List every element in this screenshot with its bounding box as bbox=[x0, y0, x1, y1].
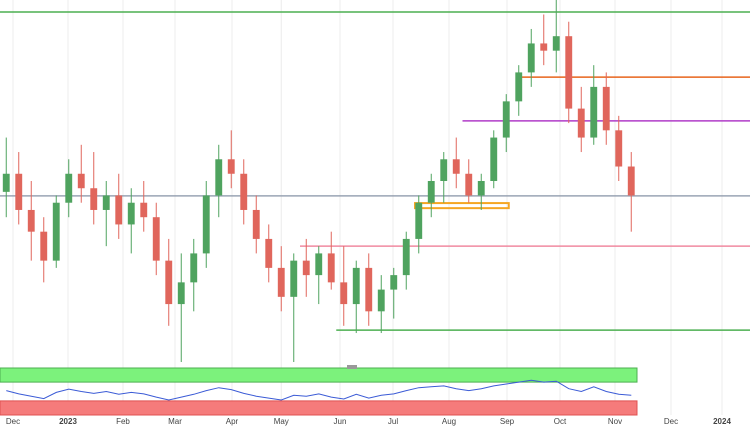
candle-body bbox=[590, 86, 598, 138]
candle-body bbox=[427, 181, 435, 203]
candle-body bbox=[77, 173, 85, 189]
indicator-line bbox=[6, 379, 632, 401]
x-tick-label: Oct bbox=[554, 417, 567, 426]
candle-body bbox=[440, 159, 448, 181]
candle-body bbox=[565, 36, 573, 109]
candle-body bbox=[52, 202, 60, 261]
candle-body bbox=[102, 195, 110, 210]
candle-body bbox=[415, 202, 423, 239]
candle-body bbox=[227, 159, 235, 174]
x-tick-label: Jun bbox=[334, 417, 347, 426]
x-tick-label: Aug bbox=[442, 417, 456, 426]
candle-body bbox=[152, 217, 160, 261]
candle-body bbox=[327, 253, 335, 283]
candle-body bbox=[127, 202, 135, 225]
candle-body bbox=[552, 36, 560, 51]
candle-body bbox=[402, 238, 410, 276]
candle-body bbox=[65, 173, 73, 203]
candle-body bbox=[465, 173, 473, 196]
indicator-panel bbox=[0, 367, 638, 416]
candle-body bbox=[627, 166, 635, 196]
x-tick-label: May bbox=[274, 417, 289, 426]
candle-body bbox=[202, 195, 210, 254]
candle-body bbox=[502, 101, 510, 138]
x-tick-label: Dec bbox=[6, 417, 20, 426]
candle-body bbox=[452, 159, 460, 174]
candle-body bbox=[365, 267, 373, 312]
x-tick-label: Nov bbox=[608, 417, 622, 426]
x-tick-label: Apr bbox=[226, 417, 239, 426]
x-tick-label: Sep bbox=[500, 417, 515, 426]
candle-body bbox=[577, 108, 585, 138]
candle-body bbox=[352, 267, 360, 305]
zone-box bbox=[414, 202, 510, 210]
grid bbox=[12, 0, 723, 415]
candle-body bbox=[290, 260, 298, 297]
candle-body bbox=[15, 173, 23, 210]
candle-body bbox=[490, 137, 498, 181]
candle-body bbox=[377, 289, 385, 312]
candle-body bbox=[302, 260, 310, 276]
candle-body bbox=[165, 260, 173, 305]
candle-body bbox=[265, 238, 273, 268]
x-axis: Dec 2023 Feb Mar Apr May Jun Jul Aug Sep Oct Nov Dec… bbox=[6, 417, 732, 426]
x-tick-label: 2023 bbox=[59, 417, 77, 426]
candle-body bbox=[27, 209, 35, 232]
x-tick-label: Feb bbox=[116, 417, 130, 426]
candle-body bbox=[190, 253, 198, 283]
candle-body bbox=[315, 253, 323, 276]
candle-body bbox=[215, 159, 223, 196]
x-tick-label: Mar bbox=[168, 417, 182, 426]
candle-body bbox=[540, 43, 548, 51]
candle-body bbox=[527, 43, 535, 73]
candle-body bbox=[615, 130, 623, 167]
candle-body bbox=[177, 282, 185, 305]
candle-body bbox=[477, 181, 485, 196]
candle-body bbox=[515, 72, 523, 102]
candle-body bbox=[340, 282, 348, 305]
panel-handle[interactable] bbox=[347, 365, 357, 369]
candle-body bbox=[390, 275, 398, 290]
candle-body bbox=[115, 195, 123, 225]
candle-body bbox=[90, 188, 98, 210]
candle-body bbox=[240, 173, 248, 210]
price-panel bbox=[0, 0, 750, 362]
candle-body bbox=[140, 202, 148, 218]
lower-band bbox=[0, 400, 638, 416]
candle-body bbox=[2, 173, 10, 192]
x-tick-label: Jul bbox=[388, 417, 398, 426]
x-tick-label: 2024 bbox=[713, 417, 731, 426]
x-tick-label: Dec bbox=[664, 417, 678, 426]
candle-body bbox=[277, 267, 285, 297]
candle-body bbox=[602, 86, 610, 131]
candle-body bbox=[252, 209, 260, 239]
candle-body bbox=[40, 231, 48, 261]
upper-band bbox=[0, 367, 638, 383]
